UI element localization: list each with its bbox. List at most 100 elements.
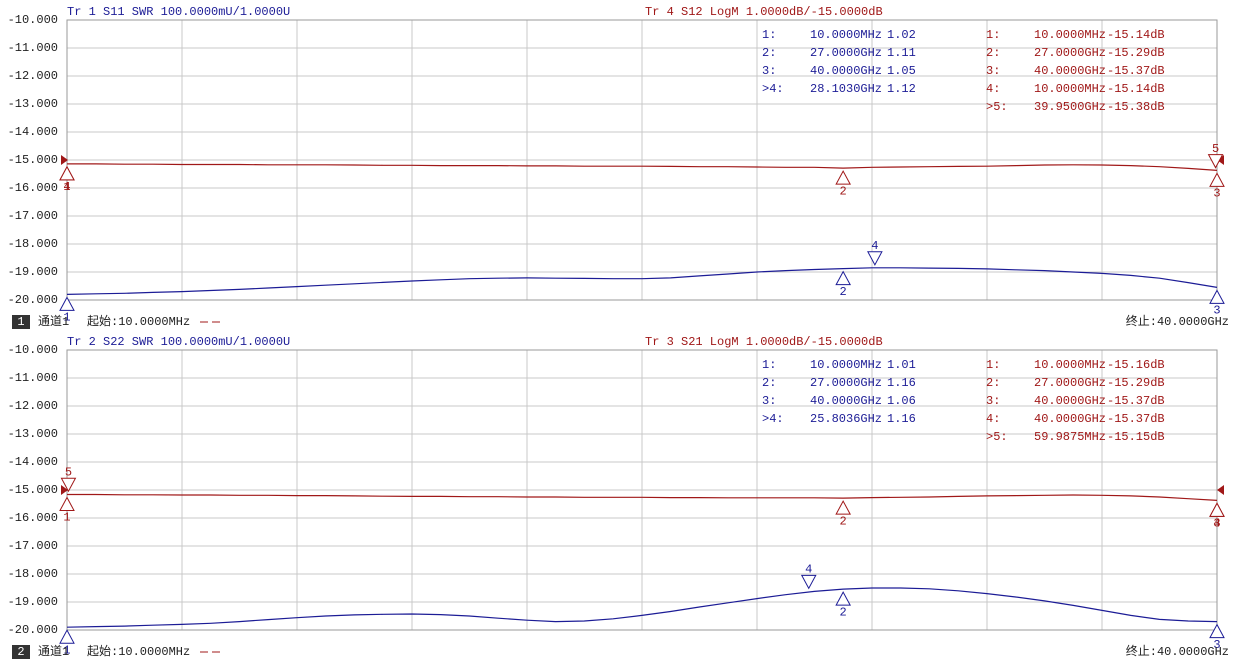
marker-readout: >4: bbox=[762, 82, 784, 96]
channel-box bbox=[12, 315, 30, 329]
marker-readout: 2: bbox=[762, 376, 776, 390]
marker bbox=[59, 496, 75, 511]
channel-number: 1 bbox=[17, 315, 24, 329]
y-tick-label: -17.000 bbox=[8, 209, 58, 223]
marker-readout: 3: bbox=[986, 64, 1000, 78]
y-tick-label: -10.000 bbox=[8, 343, 58, 357]
marker-readout: 39.9500GHz bbox=[1034, 100, 1106, 114]
marker-readout: 1.11 bbox=[887, 46, 916, 60]
marker bbox=[1209, 502, 1225, 517]
marker-readout: 1.16 bbox=[887, 376, 916, 390]
marker-label: 2 bbox=[840, 514, 847, 528]
marker-readout: 27.0000GHz bbox=[810, 376, 882, 390]
y-tick-label: -12.000 bbox=[8, 399, 58, 413]
marker-label: 3 bbox=[1213, 304, 1220, 318]
marker-label: 1 bbox=[63, 511, 70, 525]
marker-label: 3 bbox=[1213, 517, 1220, 531]
marker-readout: -15.14dB bbox=[1107, 82, 1165, 96]
marker bbox=[1207, 154, 1224, 169]
marker-readout: -15.14dB bbox=[1107, 28, 1165, 42]
y-tick-label: -13.000 bbox=[8, 97, 58, 111]
marker-readout: 40.0000GHz bbox=[1034, 412, 1106, 426]
channel-number: 2 bbox=[17, 645, 24, 659]
marker-label: 4 bbox=[805, 563, 812, 577]
y-tick-label: -18.000 bbox=[8, 237, 58, 251]
marker-label: 5 bbox=[1212, 142, 1219, 156]
marker-label: 3 bbox=[1213, 638, 1220, 652]
marker-readout: >5: bbox=[986, 430, 1008, 444]
trace-header: Tr 2 S22 SWR 100.0000mU/1.0000U bbox=[67, 335, 290, 349]
marker-readout: -15.15dB bbox=[1107, 430, 1165, 444]
y-tick-label: -15.000 bbox=[8, 483, 58, 497]
marker-readout: 3: bbox=[762, 64, 776, 78]
marker-readout: 1.06 bbox=[887, 394, 916, 408]
reference-right bbox=[1217, 155, 1224, 165]
marker bbox=[60, 477, 77, 493]
marker-readout: -15.29dB bbox=[1107, 46, 1165, 60]
y-tick-label: -20.000 bbox=[8, 623, 58, 637]
channel-box bbox=[12, 645, 30, 659]
marker-readout: 10.0000MHz bbox=[1034, 358, 1106, 372]
y-tick-label: -16.000 bbox=[8, 511, 58, 525]
marker-readout: 40.0000GHz bbox=[810, 394, 882, 408]
marker-readout: 1.05 bbox=[887, 64, 916, 78]
start-frequency: 起始:10.0000MHz bbox=[87, 644, 190, 659]
marker-readout: 27.0000GHz bbox=[1034, 46, 1106, 60]
marker-label: 1 bbox=[63, 180, 70, 194]
marker-readout: 1: bbox=[986, 358, 1000, 372]
marker-readout: 4: bbox=[986, 82, 1000, 96]
y-tick-label: -11.000 bbox=[8, 371, 58, 385]
marker-readout: 1: bbox=[762, 358, 776, 372]
marker bbox=[1209, 289, 1225, 304]
marker-label: 4 bbox=[63, 180, 70, 194]
marker-readout: 25.8036GHz bbox=[810, 412, 882, 426]
marker-readout: 2: bbox=[762, 46, 776, 60]
marker bbox=[867, 251, 883, 266]
marker-readout: 40.0000GHz bbox=[1034, 394, 1106, 408]
marker-label: 5 bbox=[65, 465, 72, 479]
y-tick-label: -19.000 bbox=[8, 595, 58, 609]
marker-readout: 28.1030GHz bbox=[810, 82, 882, 96]
marker-readout: >4: bbox=[762, 412, 784, 426]
marker bbox=[835, 500, 851, 515]
y-tick-label: -20.000 bbox=[8, 293, 58, 307]
marker-readout: 2: bbox=[986, 46, 1000, 60]
trace bbox=[67, 493, 1218, 501]
reference-left bbox=[61, 485, 68, 495]
reference-left bbox=[61, 155, 68, 165]
marker-label: 1 bbox=[63, 311, 70, 325]
stop-frequency: 终止:40.0000GHz bbox=[1126, 313, 1229, 329]
marker-readout: -15.37dB bbox=[1107, 412, 1165, 426]
marker-readout: -15.16dB bbox=[1107, 358, 1165, 372]
marker-readout: -15.38dB bbox=[1107, 100, 1165, 114]
y-tick-label: -14.000 bbox=[8, 455, 58, 469]
marker-readout: 4: bbox=[986, 412, 1000, 426]
marker-readout: 10.0000MHz bbox=[1034, 28, 1106, 42]
marker-readout: 3: bbox=[762, 394, 776, 408]
reference-right bbox=[1217, 485, 1224, 495]
marker-readout: 10.0000MHz bbox=[1034, 82, 1106, 96]
stop-frequency: 终止:40.0000GHz bbox=[1126, 643, 1229, 659]
marker-readout: 59.9875MHz bbox=[1034, 430, 1106, 444]
marker-readout: 1: bbox=[986, 28, 1000, 42]
marker bbox=[1209, 623, 1225, 639]
y-tick-label: -17.000 bbox=[8, 539, 58, 553]
marker-readout: 3: bbox=[986, 394, 1000, 408]
marker-readout: -15.37dB bbox=[1107, 394, 1165, 408]
trace-header: Tr 1 S11 SWR 100.0000mU/1.0000U bbox=[67, 5, 290, 19]
marker-readout: 2: bbox=[986, 376, 1000, 390]
marker bbox=[835, 270, 851, 286]
marker-readout: 1.12 bbox=[887, 82, 916, 96]
marker-label: 2 bbox=[840, 184, 847, 198]
marker bbox=[835, 591, 851, 606]
marker-readout: 27.0000GHz bbox=[1034, 376, 1106, 390]
y-tick-label: -19.000 bbox=[8, 265, 58, 279]
marker-label: 4 bbox=[1213, 517, 1220, 531]
marker-readout: >5: bbox=[986, 100, 1008, 114]
y-tick-label: -10.000 bbox=[8, 13, 58, 27]
marker-readout: 27.0000GHz bbox=[810, 46, 882, 60]
marker-readout: 1: bbox=[762, 28, 776, 42]
channel-name: 通道1 bbox=[38, 644, 69, 659]
y-tick-label: -14.000 bbox=[8, 125, 58, 139]
